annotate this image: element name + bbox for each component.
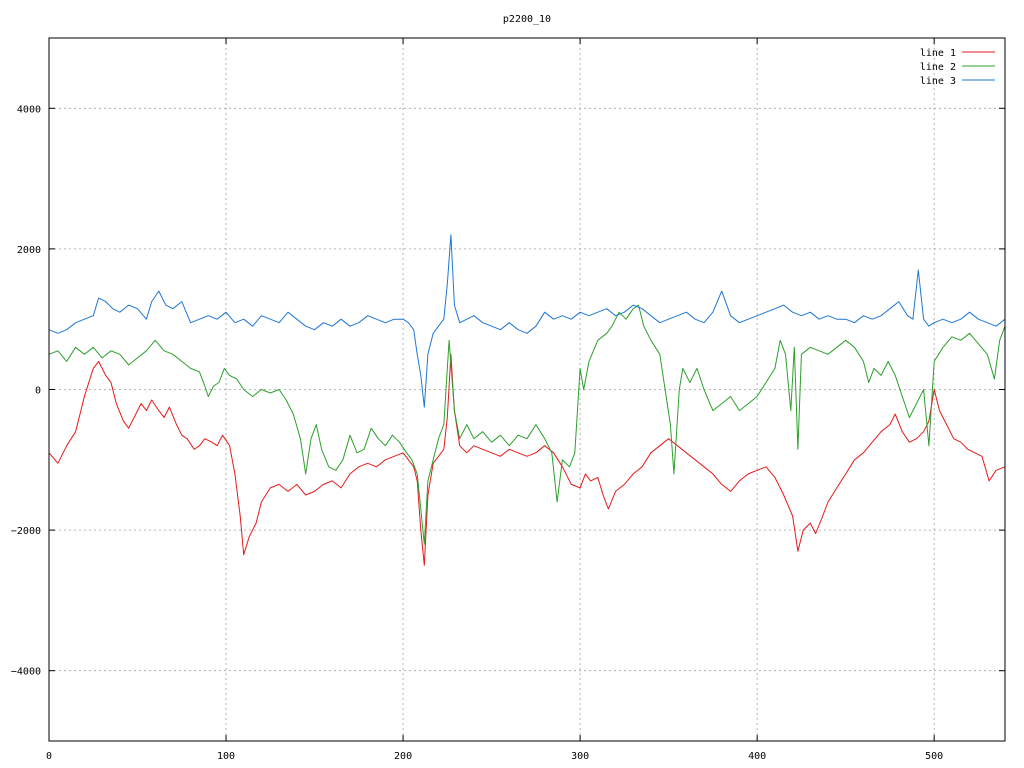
- legend-label: line 1: [920, 48, 956, 59]
- y-tick-label: 2000: [17, 245, 41, 256]
- chart-title: p2200_10: [503, 14, 551, 25]
- y-tick-label: −2000: [11, 526, 41, 537]
- x-tick-label: 400: [748, 751, 766, 762]
- series-line-1: [48, 353, 1006, 566]
- x-tick-label: 200: [394, 751, 412, 762]
- y-tick-label: 0: [35, 386, 41, 397]
- x-tick-label: 500: [925, 751, 943, 762]
- series-line-3: [48, 234, 1006, 408]
- x-axis: 0 100 200 300 400 500: [46, 38, 943, 762]
- y-tick-label: 4000: [17, 104, 41, 115]
- grid: [49, 38, 1005, 741]
- legend-label: line 2: [920, 62, 956, 73]
- y-tick-label: −4000: [11, 667, 41, 678]
- x-tick-label: 300: [571, 751, 589, 762]
- x-tick-label: 0: [46, 751, 52, 762]
- series-group: [48, 234, 1006, 566]
- y-axis: −4000 −2000 0 2000 4000: [11, 104, 1005, 678]
- legend: line 1 line 2 line 3: [920, 48, 995, 87]
- legend-label: line 3: [920, 76, 956, 87]
- plot-frame: [48, 37, 1006, 742]
- series-line-2: [48, 304, 1006, 545]
- x-tick-label: 100: [217, 751, 235, 762]
